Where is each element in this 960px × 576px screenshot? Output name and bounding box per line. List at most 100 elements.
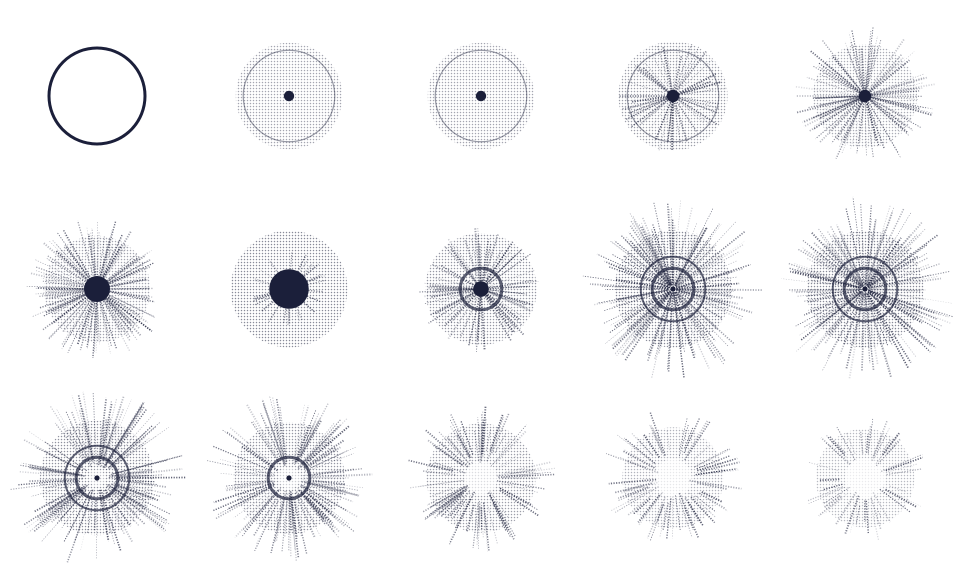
burst-ray xyxy=(26,286,93,290)
burst-ray xyxy=(677,289,730,295)
burst-ray xyxy=(260,413,282,460)
burst-ray xyxy=(109,492,140,526)
burst-ray xyxy=(689,479,742,490)
burst-ray xyxy=(450,439,471,465)
burst-ray xyxy=(102,276,146,288)
burst-ray xyxy=(651,54,671,92)
burst-ray xyxy=(432,487,454,497)
burst-ray xyxy=(662,502,669,531)
burst-ray xyxy=(306,495,333,524)
burst-ray xyxy=(118,474,150,478)
burst-ray xyxy=(43,273,92,288)
burst-ray xyxy=(637,491,664,526)
burst-ray xyxy=(246,404,280,461)
burst-ray xyxy=(252,420,281,465)
burst-ray xyxy=(867,56,905,95)
burst-ray xyxy=(303,424,351,466)
burst-ray xyxy=(815,95,860,99)
burst-ray xyxy=(675,45,700,92)
burst-ray xyxy=(869,87,923,96)
burst-ray xyxy=(679,498,690,530)
burst-ray xyxy=(424,488,467,520)
burst-ray xyxy=(467,293,481,347)
burst-ray xyxy=(499,488,539,511)
core-dot xyxy=(862,286,868,292)
burst-ray xyxy=(434,492,464,519)
burst-ray xyxy=(835,98,865,159)
burst-ray xyxy=(881,432,900,456)
burst-ray xyxy=(445,490,471,519)
burst-ray xyxy=(812,97,862,131)
burst-ray xyxy=(215,489,268,520)
burst-ray xyxy=(867,290,941,331)
burst-ray xyxy=(684,427,694,449)
hollow-center xyxy=(654,459,692,497)
burst-ray xyxy=(98,246,122,285)
burst-ray xyxy=(434,290,478,315)
burst-ray xyxy=(224,480,274,492)
burst-ray xyxy=(99,262,154,289)
burst-ray xyxy=(677,270,734,289)
burst-ray xyxy=(270,501,285,554)
burst-ray xyxy=(835,224,864,285)
burst-ray xyxy=(41,491,83,528)
burst-ray xyxy=(828,435,845,455)
burst-ray xyxy=(30,272,94,289)
burst-ray xyxy=(810,231,864,288)
burst-ray xyxy=(867,62,898,94)
core-dot xyxy=(475,90,487,102)
burst-ray xyxy=(683,418,700,454)
burst-ray xyxy=(431,263,478,288)
burst-ray xyxy=(486,269,536,288)
burst-figure-14 xyxy=(605,411,742,541)
burst-ray xyxy=(446,436,471,465)
burst-ray xyxy=(869,86,919,97)
burst-ray xyxy=(296,424,314,463)
core-dot xyxy=(283,90,295,102)
burst-ray xyxy=(226,431,271,465)
burst-ray xyxy=(60,490,87,520)
burst-ray xyxy=(100,497,109,542)
core-dot xyxy=(269,269,309,309)
burst-ray xyxy=(101,287,153,290)
core-dot xyxy=(286,475,292,481)
burst-ray xyxy=(67,292,96,353)
burst-ray xyxy=(86,227,97,286)
burst-ray xyxy=(802,97,861,124)
burst-ray xyxy=(305,417,348,462)
burst-ray xyxy=(864,99,867,157)
burst-ray xyxy=(677,80,711,95)
burst-ray xyxy=(100,406,122,467)
burst-ray xyxy=(444,245,480,287)
burst-ray xyxy=(678,492,700,539)
burst-ray xyxy=(867,221,923,286)
burst-ray xyxy=(866,293,894,346)
burst-ray xyxy=(43,290,94,317)
burst-ray xyxy=(872,420,888,457)
burst-ray xyxy=(54,422,86,464)
burst-ray xyxy=(113,490,157,525)
burst-ray xyxy=(104,406,143,466)
burst-ray xyxy=(428,291,478,324)
burst-ray xyxy=(97,293,109,338)
burst-ray xyxy=(601,285,668,290)
burst-ray xyxy=(100,243,130,285)
burst-ray xyxy=(637,494,661,523)
burst-ray xyxy=(227,485,275,510)
burst-ray xyxy=(870,291,914,320)
burst-ray xyxy=(872,492,891,523)
burst-ray xyxy=(102,396,125,460)
burst-ray xyxy=(609,289,668,305)
burst-ray xyxy=(688,504,700,523)
burst-ray xyxy=(844,41,864,91)
burst-ray xyxy=(19,470,79,478)
burst-ray xyxy=(674,43,693,92)
burst-ray xyxy=(870,82,924,95)
burst-ray xyxy=(646,292,673,356)
burst-ray xyxy=(55,243,95,287)
burst-ray xyxy=(880,454,923,472)
hollow-center xyxy=(464,461,498,495)
burst-ray xyxy=(673,206,694,286)
burst-ray xyxy=(99,292,134,334)
burst-ray xyxy=(31,467,79,477)
